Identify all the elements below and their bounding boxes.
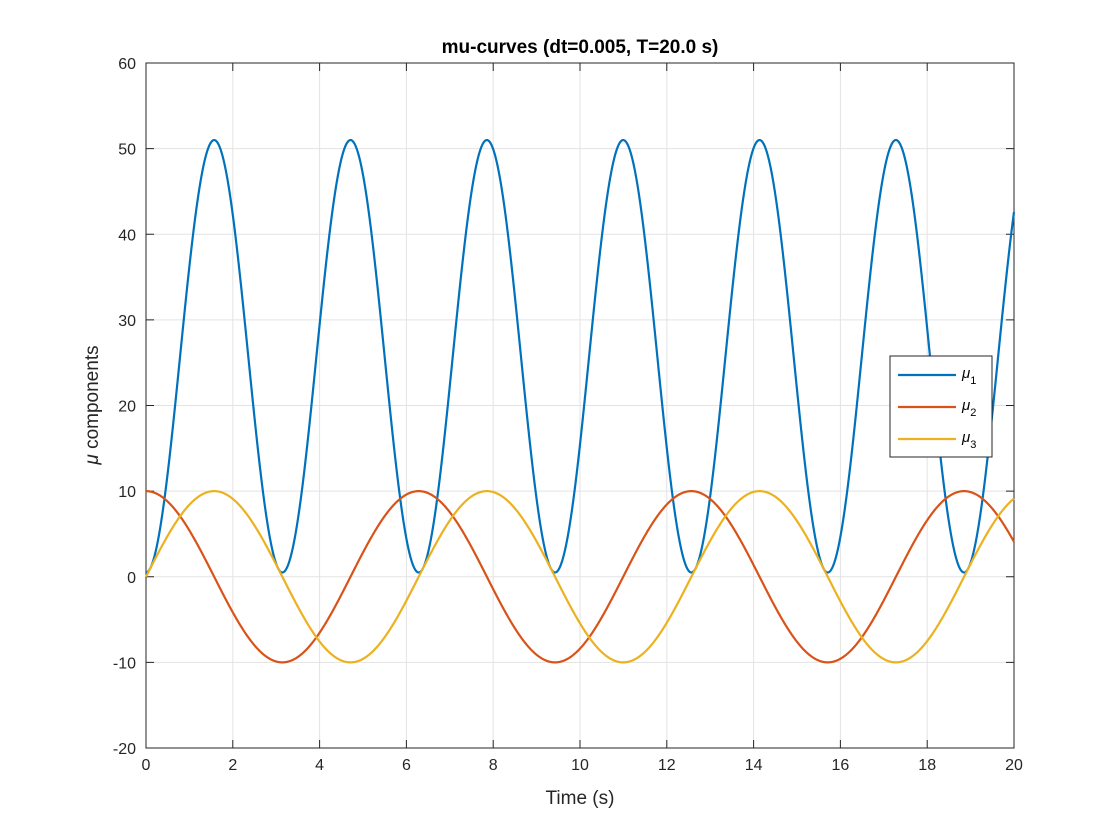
y-axis-label-text: components (82, 345, 103, 454)
legend-label-symbol: μ (961, 397, 970, 414)
y-tick-label: -10 (113, 655, 136, 672)
series-lines (145, 138, 1016, 664)
y-tick-label: 30 (118, 313, 136, 330)
y-tick-label: 50 (118, 142, 136, 159)
x-tick-label: 6 (402, 757, 411, 774)
grid-lines (145, 62, 1015, 749)
y-tick-label: 0 (127, 570, 136, 587)
legend-label-symbol: μ (961, 365, 970, 382)
y-tick-label: -20 (113, 741, 136, 758)
x-tick-label: 8 (489, 757, 498, 774)
x-tick-label: 20 (1005, 757, 1023, 774)
y-tick-label: 60 (118, 56, 136, 73)
x-tick-label: 14 (745, 757, 763, 774)
legend-label-symbol: μ (961, 429, 970, 446)
y-axis-label: μ components (82, 345, 103, 465)
y-tick-label: 40 (118, 227, 136, 244)
x-tick-label: 12 (658, 757, 676, 774)
x-axis-label: Time (s) (546, 788, 615, 809)
legend-label-mu-2: μ2 (961, 397, 976, 419)
x-tick-label: 18 (918, 757, 936, 774)
y-tick-label: 20 (118, 399, 136, 416)
x-tick-label: 16 (832, 757, 850, 774)
x-tick-label: 2 (228, 757, 237, 774)
y-axis-label-symbol: μ (82, 454, 103, 466)
x-tick-label: 10 (571, 757, 589, 774)
series-mu-3-line (145, 490, 1015, 664)
x-tick-label: 4 (315, 757, 324, 774)
legend-label-mu-1: μ1 (961, 365, 976, 387)
y-tick-label: 10 (118, 484, 136, 501)
chart-title: mu-curves (dt=0.005, T=20.0 s) (442, 37, 719, 58)
legend-label-subscript: 3 (970, 439, 976, 451)
series-mu-2-line (145, 490, 1015, 664)
legend-label-mu-3: μ3 (961, 429, 976, 451)
series-mu-1-line (145, 138, 1016, 574)
legend-label-subscript: 2 (970, 407, 976, 419)
legend-label-subscript: 1 (970, 375, 976, 387)
x-tick-label: 0 (142, 757, 151, 774)
